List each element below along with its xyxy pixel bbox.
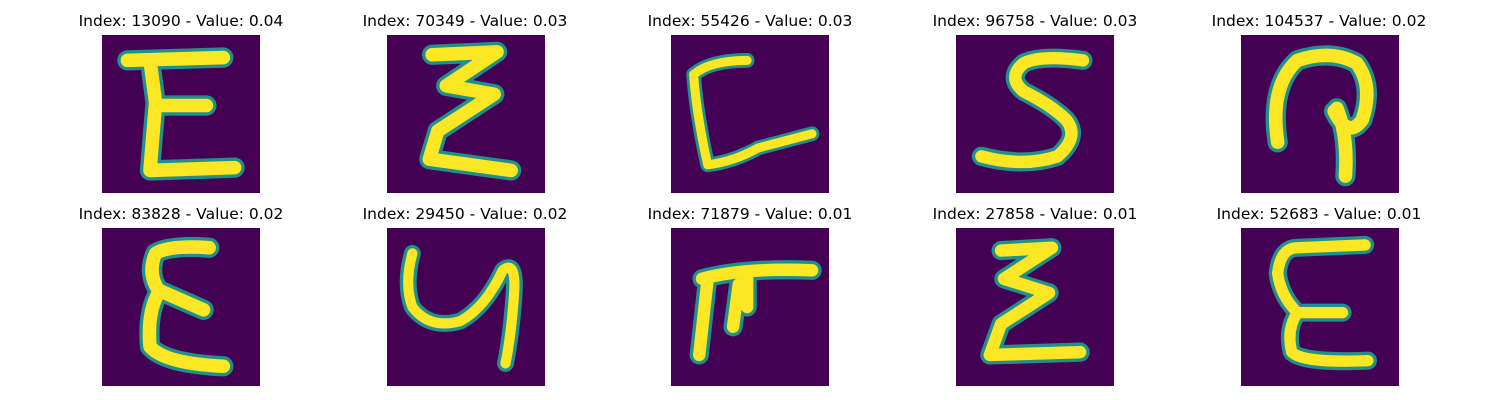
glyph-image-1 [387,35,545,193]
panel-title: Index: 13090 - Value: 0.04 [78,12,284,30]
panel-title: Index: 55426 - Value: 0.03 [647,12,853,30]
glyph-image-6 [387,228,545,386]
glyph-image-3 [956,35,1114,193]
glyph-image-9 [1241,228,1399,386]
panel-title: Index: 71879 - Value: 0.01 [647,205,853,223]
glyph-image-7 [671,228,829,386]
panel-title: Index: 96758 - Value: 0.03 [932,12,1138,30]
panel-title: Index: 83828 - Value: 0.02 [78,205,284,223]
glyph-image-0 [102,35,260,193]
glyph-image-5 [102,228,260,386]
glyph-image-4 [1241,35,1399,193]
glyph-image-2 [671,35,829,193]
panel-title: Index: 27858 - Value: 0.01 [932,205,1138,223]
panel-title: Index: 104537 - Value: 0.02 [1211,12,1427,30]
panel-title: Index: 52683 - Value: 0.01 [1216,205,1422,223]
panel-title: Index: 70349 - Value: 0.03 [362,12,568,30]
glyph-image-8 [956,228,1114,386]
panel-title: Index: 29450 - Value: 0.02 [362,205,568,223]
